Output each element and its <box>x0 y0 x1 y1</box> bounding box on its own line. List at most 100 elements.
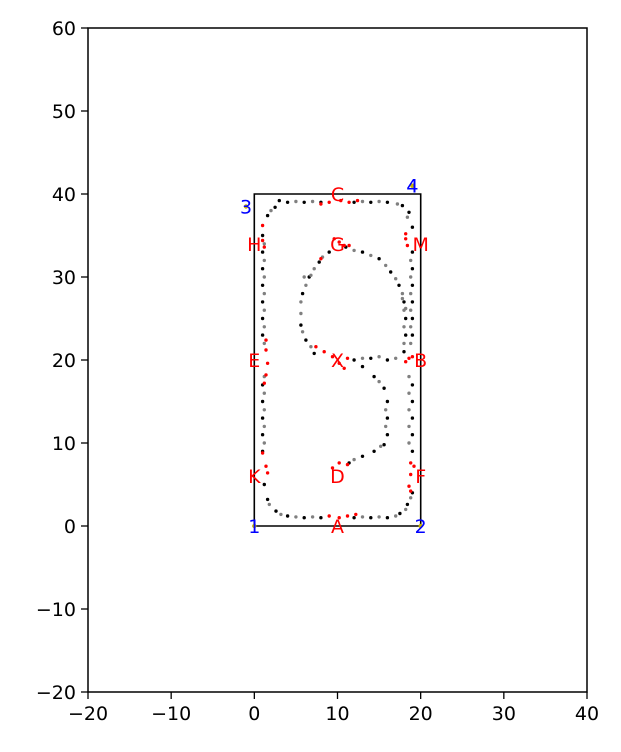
corner-marker <box>418 523 423 529</box>
data-point <box>389 270 393 274</box>
data-point <box>394 356 398 360</box>
data-point <box>409 489 413 493</box>
data-point <box>337 461 341 465</box>
data-point <box>410 416 415 420</box>
data-point <box>410 355 415 359</box>
plot-area <box>88 28 587 692</box>
data-point <box>274 509 278 513</box>
data-point <box>304 283 308 287</box>
data-point <box>404 237 408 241</box>
data-point <box>342 243 346 248</box>
corner-marker <box>410 183 415 188</box>
data-point <box>360 356 365 360</box>
data-point <box>260 333 265 337</box>
data-point <box>273 205 277 209</box>
y-tick-label: 50 <box>52 101 76 123</box>
data-point <box>394 514 398 518</box>
data-point <box>327 200 331 204</box>
data-point <box>405 243 410 248</box>
data-point <box>384 408 388 412</box>
data-point <box>360 250 365 254</box>
data-point <box>372 374 376 379</box>
data-point <box>302 275 306 279</box>
data-point <box>409 325 413 329</box>
data-point <box>262 341 266 346</box>
data-point <box>314 345 318 349</box>
data-point <box>409 461 413 465</box>
data-point <box>260 283 265 287</box>
data-point <box>377 257 381 261</box>
data-point <box>360 199 365 204</box>
data-point <box>285 514 290 518</box>
data-point <box>402 325 406 329</box>
data-point <box>262 325 266 329</box>
data-point <box>264 464 268 468</box>
data-point <box>262 275 266 279</box>
data-point <box>409 308 413 312</box>
data-point <box>299 323 303 327</box>
data-point <box>262 424 266 429</box>
data-point <box>260 233 265 238</box>
data-point <box>294 515 298 519</box>
data-point <box>262 441 266 445</box>
data-point <box>319 516 323 520</box>
data-point <box>404 316 408 321</box>
data-point <box>407 356 411 360</box>
data-point <box>369 356 373 360</box>
data-point <box>352 516 356 520</box>
y-tick-label: −10 <box>36 599 76 621</box>
data-point <box>385 416 390 420</box>
y-tick-label: 30 <box>52 267 76 289</box>
data-point <box>260 316 265 321</box>
data-point <box>319 257 323 261</box>
data-point <box>262 381 266 385</box>
data-point <box>400 291 405 296</box>
data-point <box>260 250 265 254</box>
data-point <box>377 355 381 359</box>
boundary-layer <box>253 193 422 527</box>
data-point <box>300 291 305 296</box>
y-tick-label: 20 <box>52 350 76 372</box>
corner-label-2: 2 <box>415 516 427 538</box>
data-point <box>410 300 415 304</box>
data-point <box>269 208 273 213</box>
data-point <box>352 457 356 462</box>
data-point <box>409 472 413 477</box>
x-tick-label: −10 <box>151 703 191 725</box>
data-point <box>407 424 411 429</box>
x-tick-label: −20 <box>68 703 108 725</box>
corner-marker-layer <box>243 183 423 529</box>
data-point <box>410 383 415 387</box>
data-point <box>300 330 305 334</box>
data-point <box>277 198 281 203</box>
x-tick-label: 30 <box>492 703 516 725</box>
y-tick-label: 0 <box>64 516 76 538</box>
data-point <box>352 248 356 253</box>
data-point <box>402 300 406 304</box>
x-tick-label: 10 <box>325 703 349 725</box>
y-tick-label: 10 <box>52 433 76 455</box>
data-point <box>312 351 316 356</box>
corner-label-1: 1 <box>248 516 260 538</box>
data-point <box>345 356 350 360</box>
data-point <box>330 355 335 359</box>
data-point <box>347 200 351 204</box>
point-label-e: E <box>248 350 260 372</box>
data-point <box>369 253 373 258</box>
data-point <box>397 283 401 287</box>
data-point <box>352 200 356 204</box>
series-1 <box>262 199 413 519</box>
data-point <box>262 258 266 263</box>
data-point <box>385 516 390 520</box>
data-point <box>347 243 351 248</box>
data-point <box>285 200 290 204</box>
data-point <box>265 361 270 365</box>
series-0 <box>260 198 415 520</box>
data-point <box>342 366 346 370</box>
data-point <box>400 296 405 301</box>
data-point <box>327 250 331 254</box>
data-point <box>294 199 298 204</box>
data-point <box>395 202 400 206</box>
data-point <box>345 462 350 467</box>
